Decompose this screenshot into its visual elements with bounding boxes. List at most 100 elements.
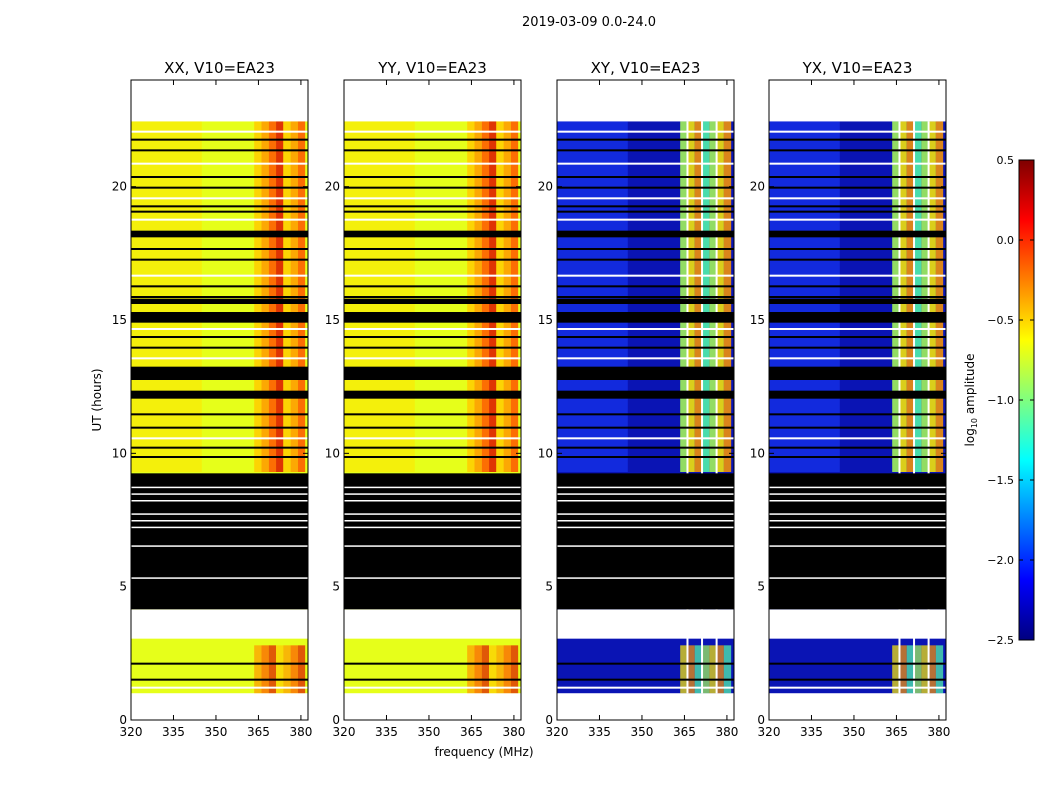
masked-line bbox=[769, 274, 946, 277]
y-tick-label: 15 bbox=[750, 313, 765, 327]
masked-line bbox=[769, 296, 946, 298]
gap-line bbox=[131, 500, 308, 502]
rfi-column-low bbox=[921, 645, 929, 694]
gap-line bbox=[344, 500, 521, 502]
masked-line bbox=[344, 426, 521, 429]
masked-block bbox=[344, 366, 521, 380]
empty-block bbox=[557, 80, 734, 122]
masked-line bbox=[557, 662, 734, 665]
masked-line bbox=[131, 336, 308, 338]
masked-line bbox=[769, 248, 946, 250]
gap-line bbox=[769, 520, 946, 522]
masked-block bbox=[344, 390, 521, 399]
masked-block bbox=[344, 312, 521, 323]
rfi-column-low bbox=[892, 645, 900, 694]
masked-line bbox=[557, 197, 734, 200]
gap-line bbox=[131, 486, 308, 489]
y-tick-label: 5 bbox=[757, 580, 765, 594]
rfi-column-low bbox=[702, 645, 710, 694]
gap-line bbox=[557, 577, 734, 579]
masked-line bbox=[131, 456, 308, 458]
masked-line bbox=[557, 426, 734, 429]
rfi-column-low bbox=[467, 645, 475, 694]
masked-line bbox=[131, 248, 308, 250]
masked-line bbox=[131, 149, 308, 152]
masked-line bbox=[557, 210, 734, 213]
gap-line bbox=[344, 526, 521, 529]
rfi-column-low bbox=[680, 645, 688, 694]
masked-line bbox=[131, 274, 308, 277]
panel-frame bbox=[130, 79, 309, 721]
masked-line bbox=[131, 296, 308, 298]
band-gap bbox=[927, 121, 930, 694]
rfi-column-low bbox=[694, 645, 703, 694]
masked-line bbox=[769, 162, 946, 165]
masked-block bbox=[769, 298, 946, 304]
colorbar-tick-label: −1.0 bbox=[987, 394, 1014, 407]
masked-block bbox=[131, 473, 308, 610]
rfi-column-low bbox=[268, 645, 277, 694]
y-axis-label: UT (hours) bbox=[90, 368, 104, 431]
masked-line bbox=[131, 218, 308, 221]
masked-line bbox=[344, 686, 521, 689]
x-tick-label: 365 bbox=[885, 725, 908, 739]
masked-line bbox=[131, 446, 308, 449]
masked-line bbox=[557, 218, 734, 221]
masked-line bbox=[344, 296, 521, 298]
masked-line bbox=[557, 130, 734, 133]
masked-line bbox=[344, 248, 521, 250]
masked-block bbox=[769, 230, 946, 238]
rfi-column-low bbox=[899, 645, 907, 694]
x-tick-label: 335 bbox=[162, 725, 185, 739]
masked-line bbox=[769, 328, 946, 330]
rfi-column-low bbox=[297, 645, 306, 694]
masked-line bbox=[131, 162, 308, 165]
x-tick-label: 350 bbox=[418, 725, 441, 739]
masked-line bbox=[769, 186, 946, 189]
masked-line bbox=[557, 162, 734, 165]
colorbar: 0.5 0.0 −0.5 −1.0 −1.5 −2.0 −2.5 log10 amplitu… bbox=[963, 154, 1035, 647]
rfi-column-low bbox=[914, 645, 922, 694]
masked-line bbox=[557, 346, 734, 349]
gap-line bbox=[131, 520, 308, 522]
masked-line bbox=[769, 336, 946, 338]
panel-3: YX, V10=EA23 320 335 350 365 380 0 5 10 15 20 bbox=[750, 59, 951, 739]
masked-line bbox=[131, 285, 308, 288]
y-tick-label: 20 bbox=[538, 180, 553, 194]
rfi-column-low bbox=[906, 645, 915, 694]
y-tick-label: 10 bbox=[325, 446, 340, 460]
masked-line bbox=[769, 258, 946, 261]
rfi-column-low bbox=[283, 645, 291, 694]
empty-block bbox=[344, 609, 521, 639]
x-tick-label: 320 bbox=[333, 725, 356, 739]
masked-line bbox=[769, 686, 946, 689]
empty-block bbox=[769, 80, 946, 122]
band-gap bbox=[913, 121, 916, 694]
empty-block bbox=[557, 693, 734, 720]
colorbar-tick-label: −1.5 bbox=[987, 474, 1014, 487]
empty-block bbox=[769, 693, 946, 720]
masked-line bbox=[131, 130, 308, 133]
colorbar-label: log10 amplitude bbox=[963, 354, 979, 447]
gap-line bbox=[557, 493, 734, 495]
masked-line bbox=[344, 218, 521, 221]
masked-line bbox=[557, 413, 734, 416]
masked-line bbox=[131, 197, 308, 200]
y-tick-label: 10 bbox=[112, 446, 127, 460]
y-tick-label: 20 bbox=[750, 180, 765, 194]
rfi-column-low bbox=[254, 645, 262, 694]
band-gap bbox=[715, 121, 718, 694]
x-tick-label: 335 bbox=[588, 725, 611, 739]
panel-2: XY, V10=EA23 320 335 350 365 380 0 5 10 15 20 bbox=[538, 59, 739, 739]
masked-line bbox=[769, 205, 946, 208]
y-tick-label: 5 bbox=[545, 580, 553, 594]
gap-line bbox=[557, 526, 734, 529]
masked-block bbox=[557, 312, 734, 323]
masked-block bbox=[557, 473, 734, 610]
masked-block bbox=[769, 312, 946, 323]
y-tick-label: 5 bbox=[119, 580, 127, 594]
gap-line bbox=[557, 500, 734, 502]
masked-block bbox=[344, 230, 521, 238]
